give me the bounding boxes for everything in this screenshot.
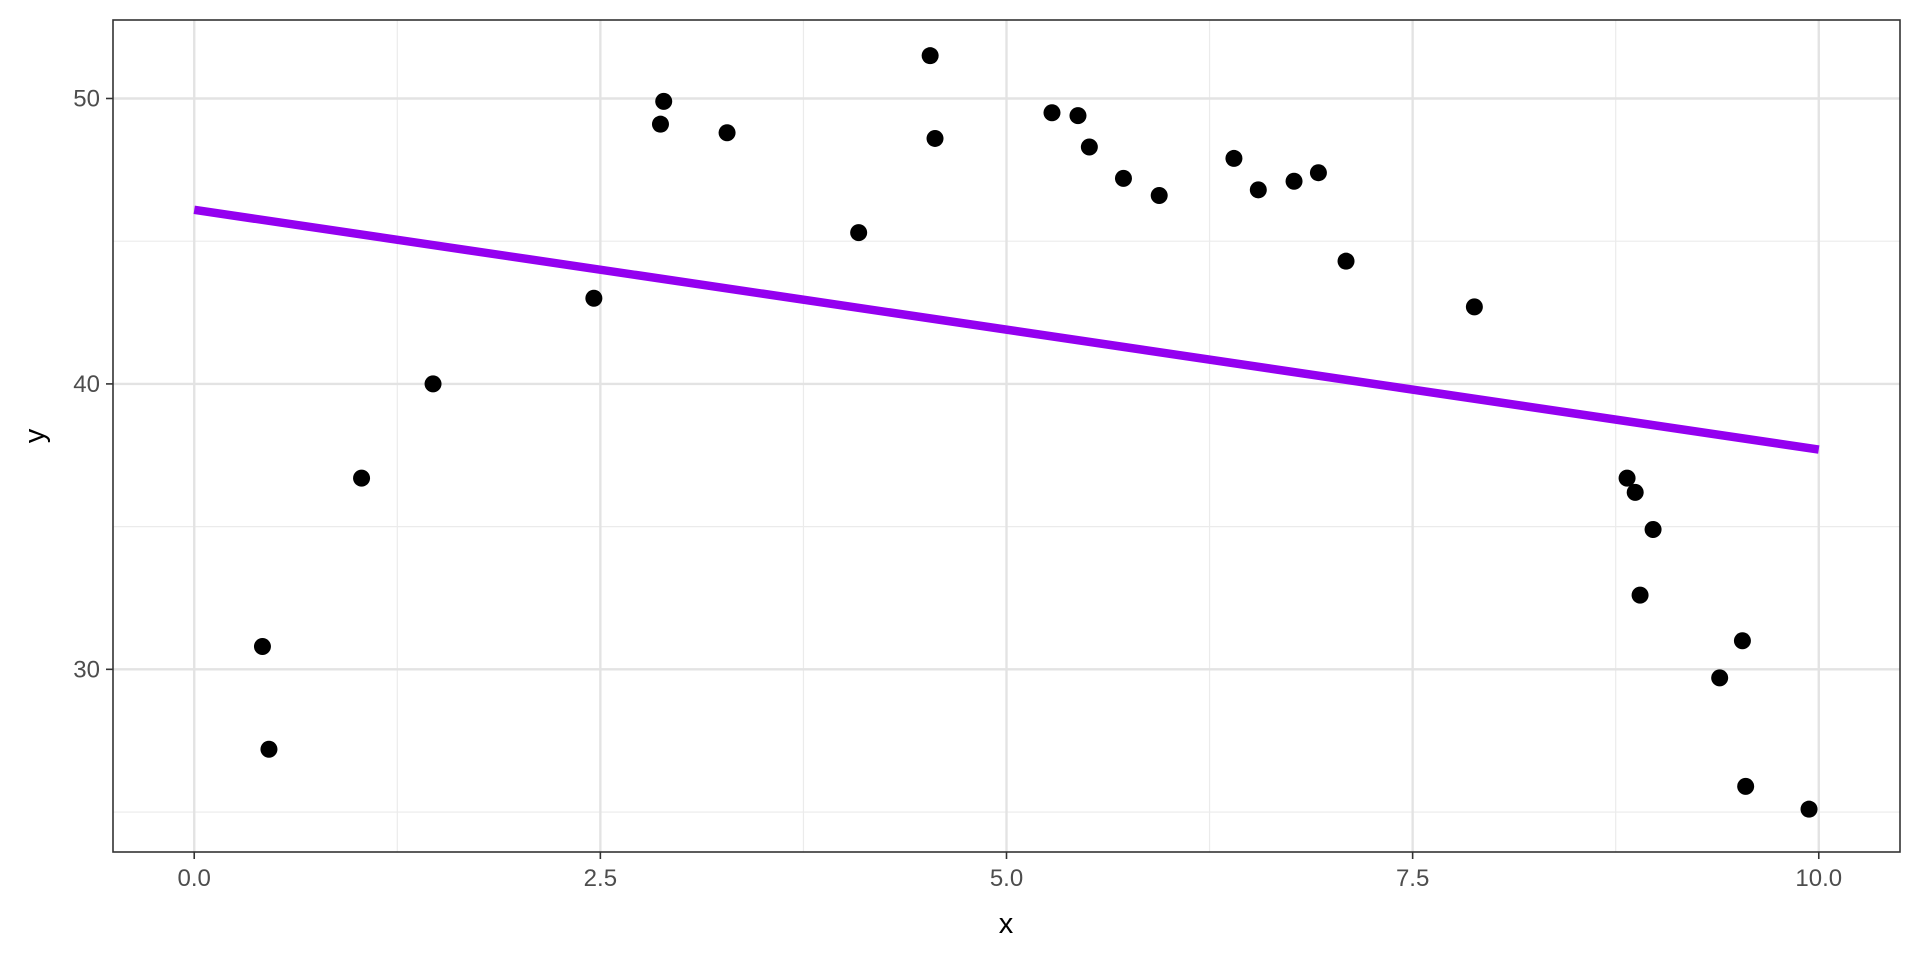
data-point bbox=[651, 115, 669, 133]
x-tick-label: 7.5 bbox=[1396, 865, 1429, 892]
y-axis-ticks: 30 40 50 bbox=[73, 85, 113, 683]
data-point bbox=[850, 224, 868, 242]
x-axis-title: x bbox=[999, 908, 1014, 940]
data-point bbox=[1150, 187, 1168, 205]
x-tick-label: 2.5 bbox=[584, 865, 617, 892]
data-point bbox=[1618, 469, 1636, 487]
x-tick-label: 10.0 bbox=[1795, 865, 1842, 892]
x-axis-ticks: 0.0 2.5 5.0 7.5 10.0 bbox=[178, 852, 1842, 892]
data-point bbox=[1309, 164, 1327, 182]
data-point bbox=[1337, 252, 1355, 270]
data-point bbox=[253, 637, 271, 655]
data-point bbox=[1631, 586, 1649, 604]
data-point bbox=[1043, 104, 1061, 122]
data-point bbox=[1644, 520, 1662, 538]
data-point bbox=[1225, 149, 1243, 167]
data-point bbox=[718, 124, 736, 142]
data-point bbox=[1711, 669, 1729, 687]
data-point bbox=[260, 740, 278, 758]
data-point bbox=[1626, 483, 1644, 501]
data-point bbox=[921, 47, 939, 65]
major-gridlines bbox=[113, 20, 1900, 852]
x-tick-label: 0.0 bbox=[178, 865, 211, 892]
data-points bbox=[253, 47, 1818, 818]
data-point bbox=[1080, 138, 1098, 156]
data-point bbox=[585, 289, 603, 307]
data-point bbox=[1800, 800, 1818, 818]
y-tick-label: 30 bbox=[73, 656, 100, 683]
y-tick-label: 40 bbox=[73, 371, 100, 398]
x-tick-label: 5.0 bbox=[990, 865, 1023, 892]
fit-line-layer bbox=[193, 205, 1820, 454]
fit-line bbox=[193, 205, 1820, 454]
y-axis-title: y bbox=[19, 428, 51, 443]
data-point bbox=[424, 375, 442, 393]
data-point bbox=[1737, 777, 1755, 795]
data-point bbox=[1733, 632, 1751, 650]
y-tick-label: 50 bbox=[73, 85, 100, 112]
data-point bbox=[1069, 107, 1087, 125]
data-point bbox=[1114, 169, 1132, 187]
data-point bbox=[926, 129, 944, 147]
data-point bbox=[353, 469, 371, 487]
data-point bbox=[1285, 172, 1303, 190]
data-point bbox=[1249, 181, 1267, 199]
data-point bbox=[655, 92, 673, 110]
data-point bbox=[1465, 298, 1483, 316]
